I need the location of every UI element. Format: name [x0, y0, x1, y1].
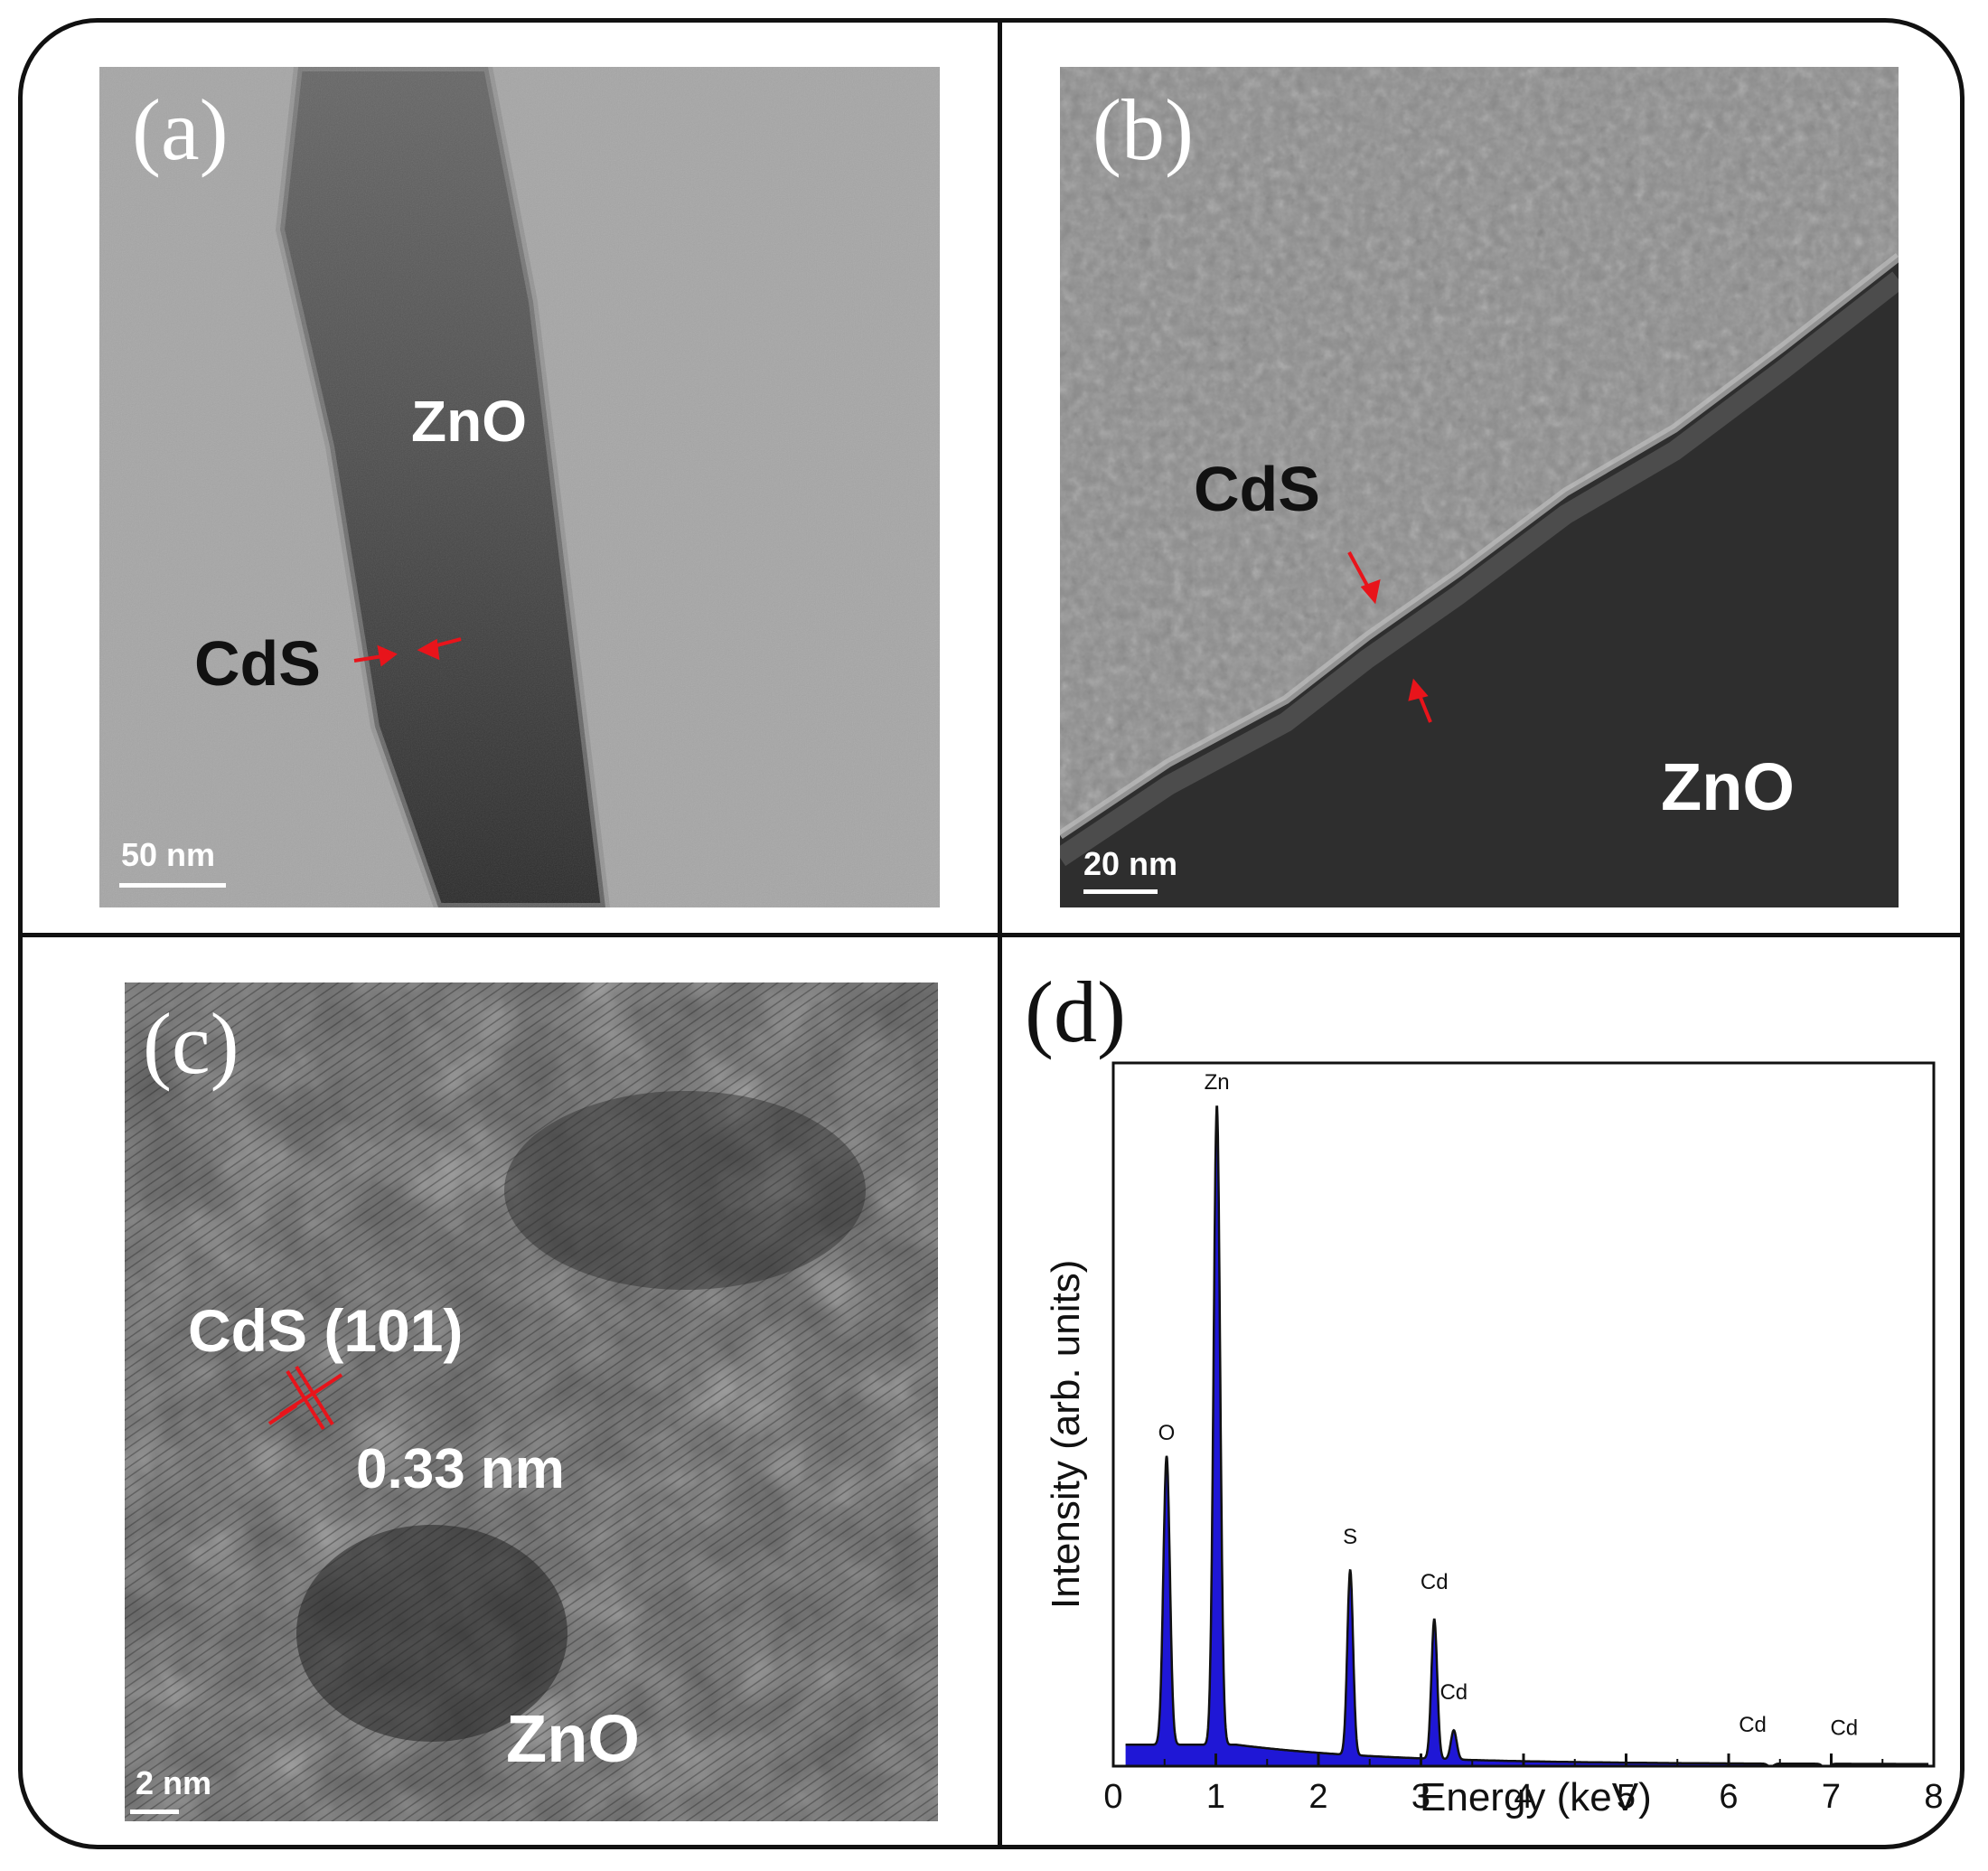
panel-a-letter: (a)	[132, 81, 229, 178]
panel-c-plane-label: CdS (101)	[188, 1297, 464, 1364]
panel-c-hrtem-image: (c) CdS (101) 0.33 nm ZnO 2 nm	[125, 983, 938, 1821]
spectrum-line	[1125, 1105, 1929, 1768]
panel-a-scale-label: 50 nm	[121, 836, 216, 873]
panel-c-scale-label: 2 nm	[136, 1764, 212, 1801]
panel-c-zno-label: ZnO	[506, 1701, 640, 1776]
x-tick-label: 7	[1822, 1778, 1841, 1816]
x-tick-label: 1	[1206, 1778, 1225, 1816]
peak-label-cd: Cd	[1421, 1570, 1449, 1594]
plot-frame	[1111, 1061, 1936, 1768]
panel-c-micrograph	[125, 983, 938, 1821]
x-tick-label: 4	[1514, 1778, 1533, 1816]
x-tick-label: 5	[1617, 1778, 1636, 1816]
peak-label-o: O	[1158, 1421, 1176, 1445]
panel-b-scale-label: 20 nm	[1083, 845, 1178, 882]
panel-c-spacing-label: 0.33 nm	[356, 1438, 565, 1500]
cds-shell-arrows	[353, 637, 462, 667]
x-tick-label: 3	[1411, 1778, 1430, 1816]
panel-b-cds-label: CdS	[1194, 454, 1320, 524]
cds-layer-arrows	[1347, 551, 1432, 723]
x-axis-label: Energy (keV)	[1420, 1775, 1652, 1819]
lattice-spacing-marker	[267, 1365, 343, 1431]
x-tick-label: 6	[1719, 1778, 1738, 1816]
eds-chart: 0 1 2 3 4 5 6 7 8 O Zn S Cd Cd Cd Cd Energy (keV) Inte…	[1021, 994, 1961, 1826]
horizontal-divider	[20, 933, 1963, 937]
x-tick-label: 2	[1308, 1778, 1327, 1816]
panel-a-scale-bar	[119, 883, 226, 888]
panel-b-letter: (b)	[1092, 81, 1194, 178]
panel-d-letter: (d)	[1025, 964, 1126, 1060]
x-tick-label: 0	[1103, 1778, 1122, 1816]
panel-b-tem-image: (b) CdS ZnO 20 nm	[1060, 67, 1899, 907]
eds-spectrum-svg: 0 1 2 3 4 5 6 7 8 O Zn S Cd Cd Cd Cd Energy (keV) Inte…	[1044, 1061, 1944, 1819]
spectrum-fill	[1125, 1106, 1929, 1766]
peak-label-zn: Zn	[1205, 1070, 1230, 1095]
peak-label-cd: Cd	[1739, 1713, 1767, 1737]
peak-label-cd: Cd	[1439, 1680, 1468, 1705]
peak-label-s: S	[1343, 1525, 1357, 1549]
panel-b-zno-label: ZnO	[1661, 749, 1795, 824]
panel-a-tem-image: (a) ZnO CdS 50 nm	[99, 67, 940, 907]
panel-b-scale-bar	[1083, 889, 1158, 894]
peak-label-cd: Cd	[1830, 1716, 1858, 1741]
y-axis-label: Intensity (arb. units)	[1044, 1260, 1088, 1609]
panel-c-scale-bar	[130, 1810, 179, 1814]
panel-a-cds-label: CdS	[194, 628, 321, 699]
panel-a-micrograph	[99, 67, 940, 907]
panel-a-zno-label: ZnO	[411, 389, 527, 454]
x-tick-label: 8	[1924, 1778, 1943, 1816]
panel-c-letter: (c)	[143, 995, 239, 1092]
panel-b-micrograph	[1060, 67, 1899, 907]
